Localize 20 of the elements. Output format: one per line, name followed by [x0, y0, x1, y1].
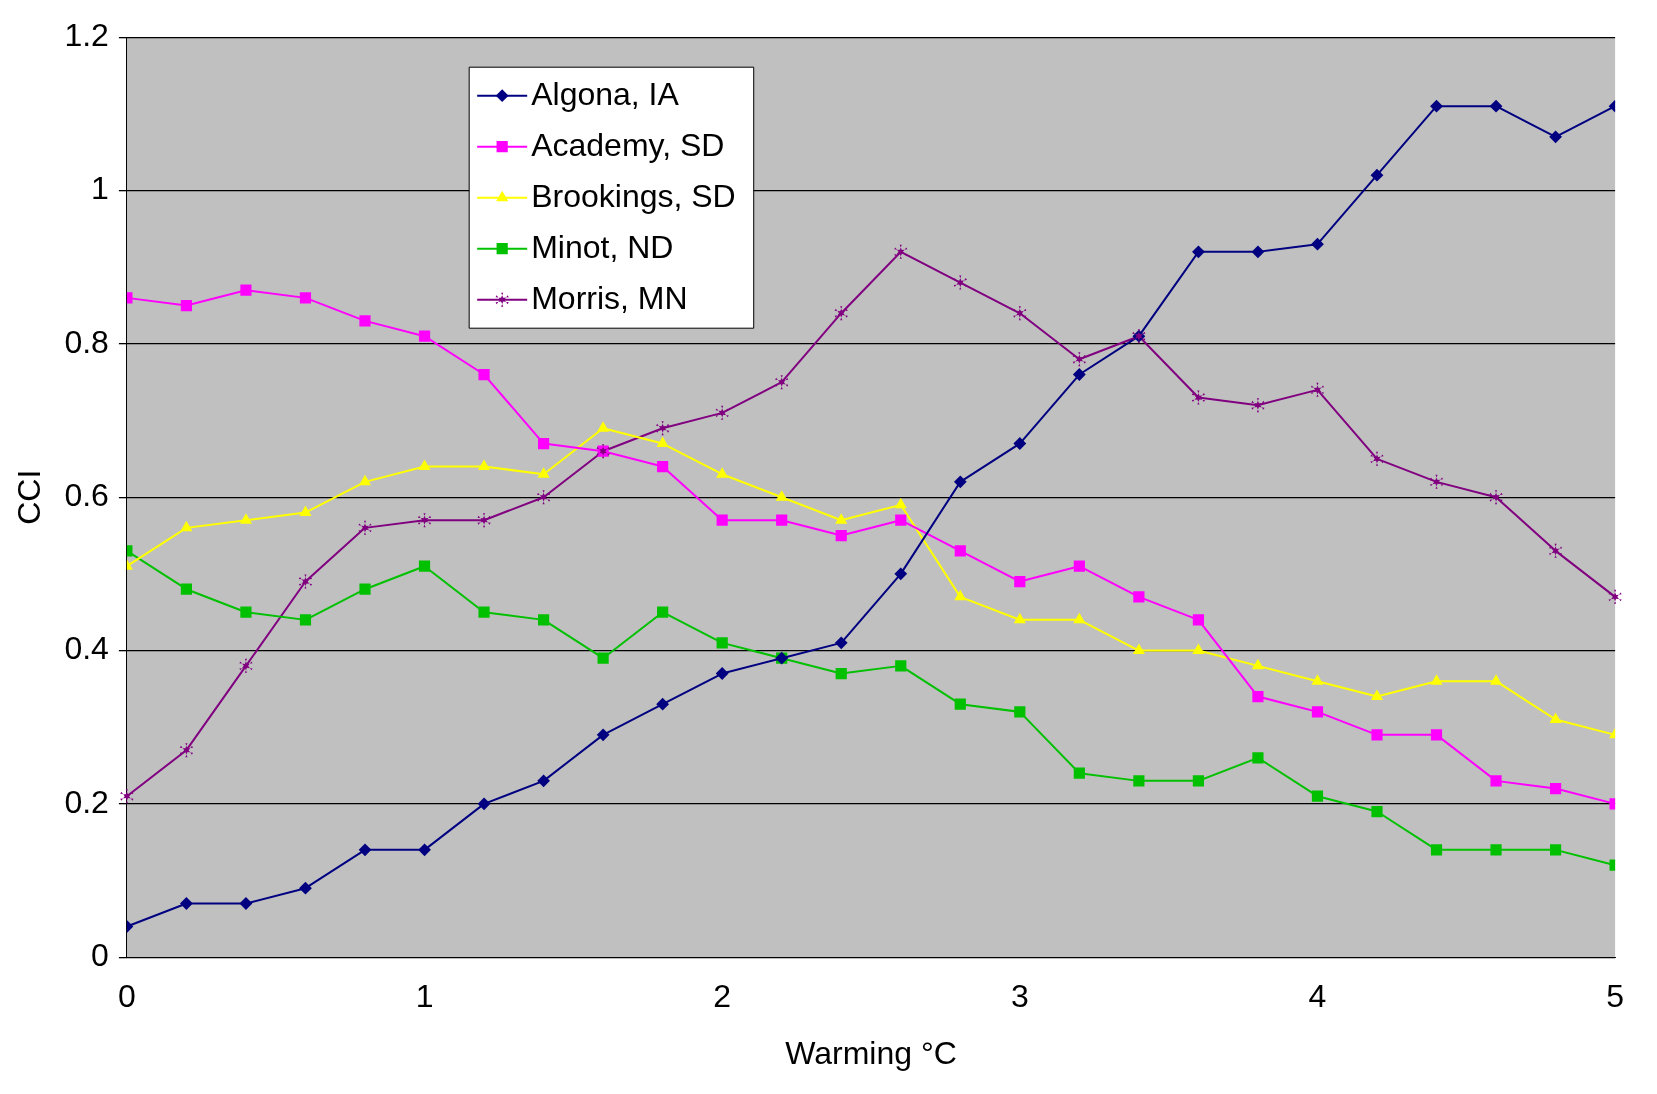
- legend-label: Minot, ND: [531, 228, 674, 265]
- x-axis-title: Warming °C: [785, 1034, 957, 1071]
- y-tick-label: 0.2: [64, 783, 109, 820]
- x-tick-label: 1: [415, 978, 434, 1015]
- x-tick-label: 5: [1606, 978, 1624, 1015]
- x-tick-label: 3: [1010, 978, 1029, 1015]
- x-tick-label: 0: [117, 978, 136, 1015]
- y-tick-label: 0: [91, 937, 109, 974]
- legend-label: Algona, IA: [531, 75, 680, 112]
- legend-label: Academy, SD: [531, 126, 725, 163]
- y-tick-label: 0.8: [64, 323, 109, 360]
- x-tick-label: 2: [713, 978, 732, 1015]
- y-tick-label: 0.6: [64, 477, 109, 514]
- x-tick-label: 4: [1308, 978, 1327, 1015]
- y-axis-title: CCI: [11, 469, 48, 525]
- legend-label: Morris, MN: [531, 279, 688, 316]
- legend-label: Brookings, SD: [531, 177, 736, 214]
- y-tick-label: 1.2: [64, 17, 109, 54]
- y-tick-label: 0.4: [64, 630, 109, 667]
- y-tick-label: 1: [91, 170, 109, 207]
